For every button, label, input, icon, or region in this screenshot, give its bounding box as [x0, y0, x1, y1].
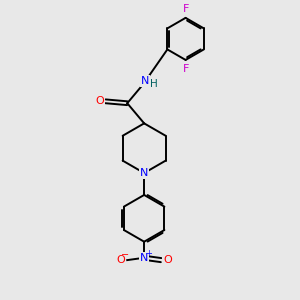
Text: N: N: [141, 76, 149, 86]
Text: H: H: [150, 80, 158, 89]
Text: F: F: [182, 64, 189, 74]
Text: N: N: [140, 168, 148, 178]
Text: O: O: [96, 96, 104, 106]
Text: N: N: [140, 253, 148, 263]
Text: +: +: [145, 249, 152, 258]
Text: O: O: [116, 255, 125, 265]
Text: F: F: [182, 4, 189, 14]
Text: O: O: [163, 255, 172, 265]
Text: −: −: [121, 250, 129, 260]
